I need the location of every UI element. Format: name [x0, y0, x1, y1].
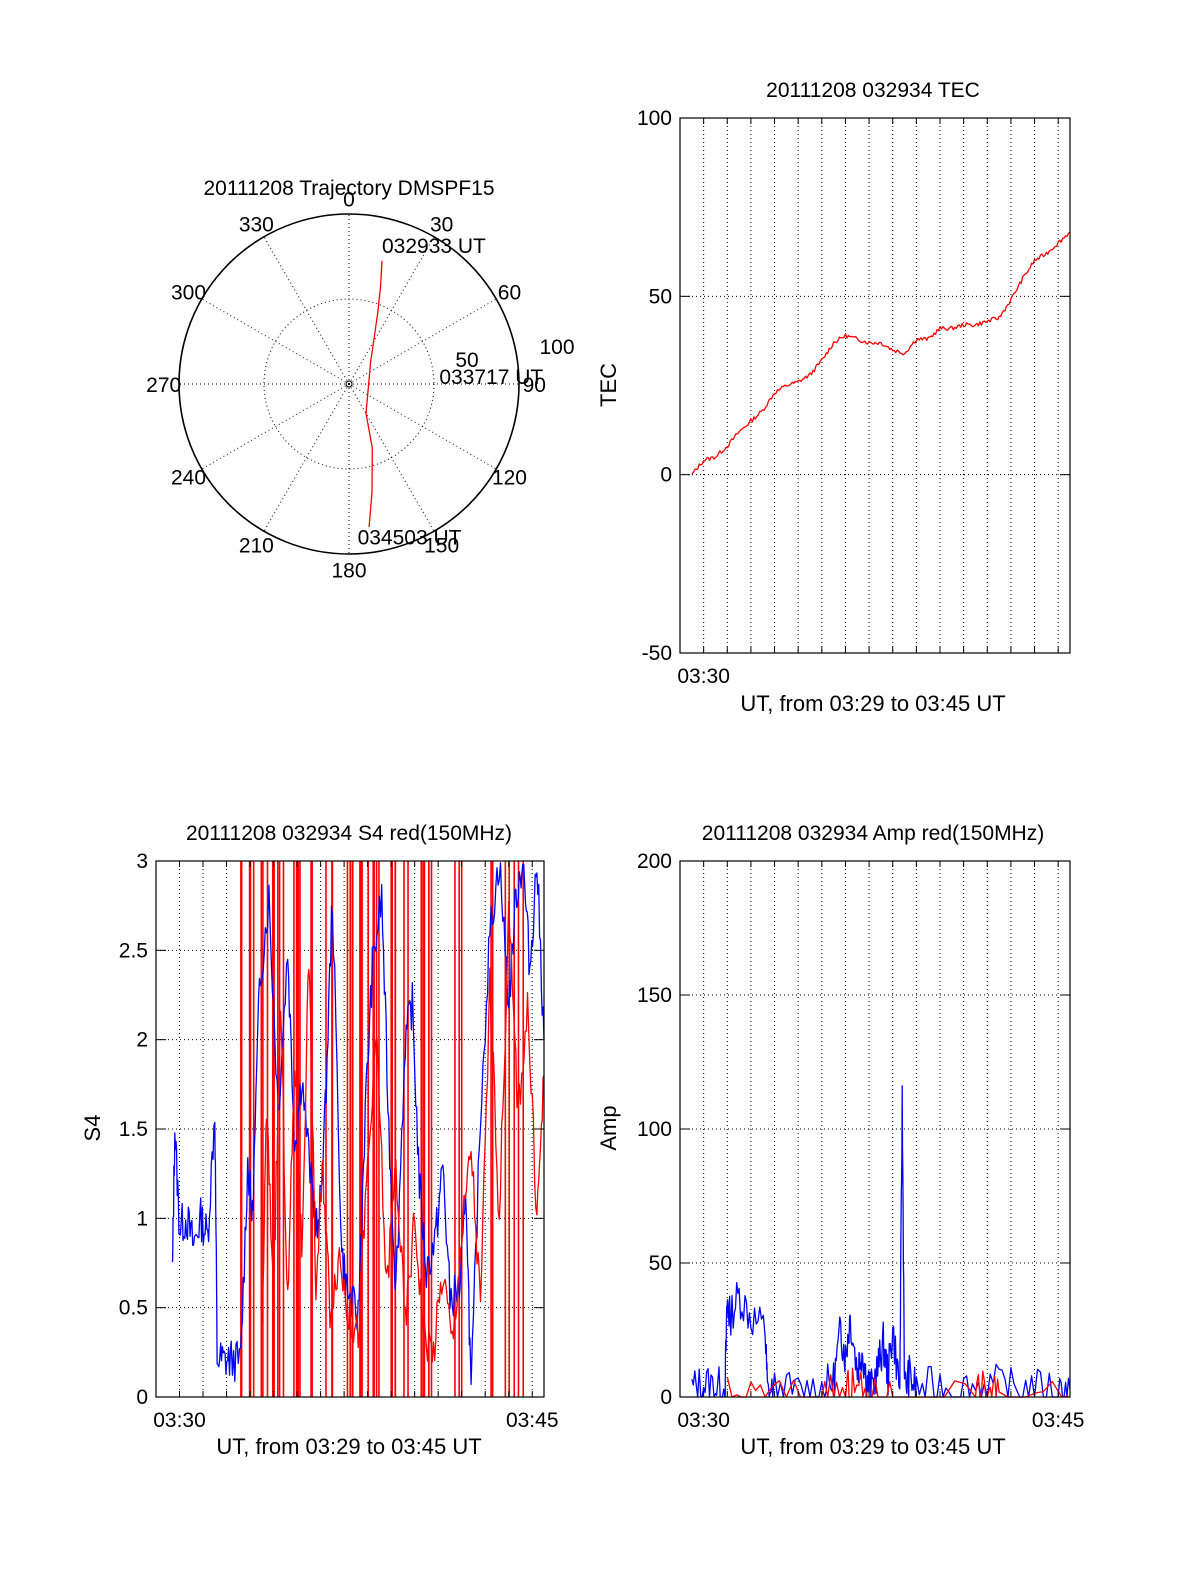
angle-label: 240: [171, 467, 206, 490]
trajectory-annotation: 032933 UT: [382, 235, 486, 258]
amp-panel: 20111208 032934 Amp red(150MHz) 0 50 100 15…: [596, 822, 1084, 1459]
amp-ytick-label: 0: [660, 1386, 672, 1409]
polar-grid: 0 30 60 90 120 150 180 210 240 270 300 330 50 100: [146, 189, 574, 583]
trajectory-title: 20111208 Trajectory DMSPF15: [203, 177, 494, 200]
s4-title: 20111208 032934 S4 red(150MHz): [186, 822, 512, 845]
tec-xlabel: UT, from 03:29 to 03:45 UT: [740, 691, 1005, 716]
tec-ytick-label: 100: [637, 107, 672, 130]
s4-ytick-label: 3: [136, 850, 148, 873]
tec-ylabel: TEC: [596, 363, 621, 407]
polar-spoke: [263, 236, 350, 385]
trajectory-panel: 20111208 Trajectory DMSPF15 0 30 60 90 120 15…: [146, 177, 574, 582]
trajectory-line: [365, 260, 383, 528]
amp-xlabel: UT, from 03:29 to 03:45 UT: [740, 1434, 1005, 1459]
angle-label: 0: [343, 189, 355, 212]
tec-xtick-label: 03:30: [677, 665, 730, 688]
radial-label-100: 100: [539, 336, 574, 359]
angle-label: 180: [331, 559, 366, 582]
tec-title: 20111208 032934 TEC: [766, 79, 980, 102]
s4-ytick-label: 0.5: [119, 1297, 148, 1320]
amp-xtick-label: 03:45: [1032, 1409, 1085, 1432]
amp-ytick-label: 50: [649, 1252, 672, 1275]
tec-panel: 20111208 032934 TEC -50 0 50 100 03:30 UT, f…: [596, 79, 1071, 716]
amp-title: 20111208 032934 Amp red(150MHz): [702, 822, 1044, 845]
s4-xlabel: UT, from 03:29 to 03:45 UT: [216, 1434, 481, 1459]
amp-plot: 0 50 100 150 200 03:30 03:45: [637, 850, 1085, 1432]
s4-xtick-label: 03:30: [153, 1409, 206, 1432]
radial-label-50: 50: [455, 349, 478, 372]
amp-ylabel: Amp: [596, 1105, 621, 1150]
polar-spoke: [201, 298, 350, 385]
polar-outer-circle: [178, 213, 520, 555]
angle-label: 300: [171, 281, 206, 304]
amp-ytick-label: 100: [637, 1118, 672, 1141]
s4-series-0: [171, 862, 545, 1385]
angle-label: 270: [146, 374, 181, 397]
angle-label: 60: [498, 281, 521, 304]
polar-spoke: [263, 383, 350, 532]
polar-ring-50: [263, 298, 435, 470]
tec-plot: -50 0 50 100 03:30: [637, 107, 1071, 688]
tec-series-0: [691, 231, 1071, 475]
angle-label: 210: [239, 534, 274, 557]
tec-ytick-label: 0: [660, 464, 672, 487]
amp-ytick-label: 150: [637, 984, 672, 1007]
s4-ytick-label: 1.5: [119, 1118, 148, 1141]
amp-xtick-label: 03:30: [677, 1409, 730, 1432]
s4-series-1: [261, 901, 545, 1363]
s4-ytick-label: 1: [136, 1207, 148, 1230]
s4-ytick-label: 0: [136, 1386, 148, 1409]
s4-ytick-label: 2: [136, 1029, 148, 1052]
polar-center: [345, 380, 353, 388]
trajectory-annotation: 034503 UT: [358, 526, 462, 549]
s4-plot: 0 0.5 1 1.5 2 2.5 3 03:30 03:45: [119, 850, 559, 1432]
amp-series-0: [691, 1085, 1071, 1398]
s4-ytick-label: 2.5: [119, 939, 148, 962]
polar-spoke: [201, 383, 350, 470]
angle-label: 120: [492, 467, 527, 490]
tec-axes-frame: [679, 117, 1071, 654]
s4-panel: 20111208 032934 S4 red(150MHz) 0 0.5 1 1.5 2…: [80, 822, 559, 1459]
angle-label: 30: [430, 214, 453, 237]
amp-ytick-label: 200: [637, 850, 672, 873]
trajectory-annotation: 033717 UT: [439, 366, 543, 389]
amp-axes-frame: [679, 860, 1071, 1398]
s4-xtick-label: 03:45: [506, 1409, 559, 1432]
angle-label: 330: [239, 214, 274, 237]
angle-label: 150: [424, 534, 459, 557]
tec-ytick-label: -50: [642, 642, 672, 665]
trajectory-plot: 032933 UT 033717 UT 034503 UT: [358, 235, 544, 550]
tec-ytick-label: 50: [649, 285, 672, 308]
angle-label: 90: [523, 374, 546, 397]
s4-ylabel: S4: [80, 1115, 105, 1142]
